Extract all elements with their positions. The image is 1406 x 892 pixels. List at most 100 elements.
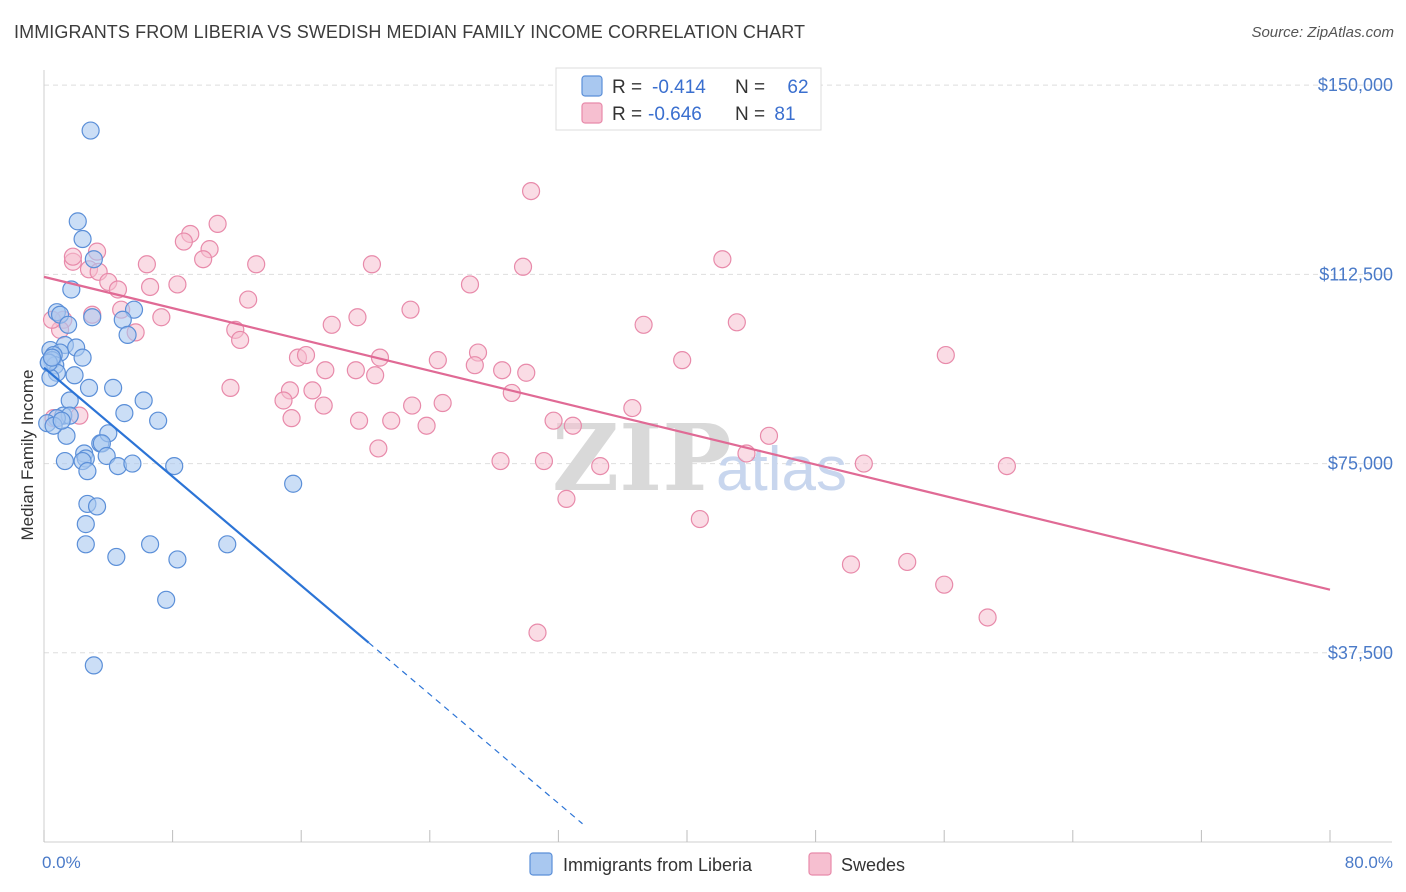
point-swedes — [713, 250, 732, 269]
trend-line-liberia — [43, 366, 370, 644]
point-swedes — [544, 411, 563, 430]
point-liberia — [168, 550, 187, 569]
legend-n-value-1: 62 — [787, 77, 808, 98]
y-tick-label-0: $37,500 — [1328, 643, 1393, 663]
point-swedes — [403, 396, 422, 415]
point-swedes — [137, 255, 156, 274]
point-liberia — [123, 454, 142, 473]
point-swedes — [366, 366, 385, 385]
point-liberia — [107, 547, 126, 567]
point-liberia — [140, 535, 160, 554]
point-swedes — [63, 247, 83, 266]
point-liberia — [78, 462, 97, 481]
point-liberia — [124, 300, 144, 319]
point-swedes — [346, 361, 365, 380]
source-credit: Source: ZipAtlas.com — [1251, 24, 1394, 41]
point-swedes — [997, 456, 1016, 476]
point-liberia — [84, 250, 103, 269]
point-swedes — [168, 275, 187, 294]
point-swedes — [382, 411, 401, 430]
point-swedes — [521, 181, 541, 201]
point-swedes — [460, 275, 480, 294]
point-swedes — [221, 378, 240, 397]
point-liberia — [79, 378, 99, 397]
point-liberia — [55, 451, 74, 471]
point-swedes — [491, 451, 510, 471]
legend-n-label-1: N = — [735, 77, 765, 98]
point-swedes — [978, 608, 997, 627]
point-swedes — [303, 381, 322, 400]
point-swedes — [898, 552, 917, 572]
point-swedes — [274, 391, 293, 410]
y-tick-label-2: $112,500 — [1319, 264, 1393, 284]
point-swedes — [428, 351, 447, 370]
point-swedes — [759, 426, 779, 445]
point-liberia — [76, 515, 95, 534]
legend-r-label-1: R = — [612, 77, 642, 98]
point-swedes — [493, 361, 512, 380]
series-swedes-points — [42, 181, 1016, 642]
legend-r-label-2: R = — [612, 104, 642, 125]
point-liberia — [65, 366, 84, 385]
y-axis-label: Median Family Income — [18, 369, 37, 540]
point-liberia — [76, 535, 95, 554]
point-swedes — [322, 315, 341, 334]
bottom-legend-swatch-liberia — [529, 852, 553, 876]
point-liberia — [165, 456, 184, 476]
axes — [43, 70, 1392, 843]
legend-r-value-1: -0.414 — [652, 77, 706, 98]
point-swedes — [348, 308, 367, 327]
point-swedes — [152, 308, 171, 327]
point-swedes — [239, 290, 258, 309]
bottom-legend-label-liberia: Immigrants from Liberia — [563, 855, 753, 875]
legend-n-label-2: N = — [735, 104, 765, 125]
point-liberia — [134, 391, 153, 410]
point-swedes — [563, 416, 582, 435]
point-swedes — [369, 439, 388, 458]
y-tick-labels: $37,500 $75,000 $112,500 $150,000 — [1318, 75, 1393, 663]
stats-legend: R = -0.414 N = 62 R = -0.646 N = 81 — [555, 67, 822, 131]
point-swedes — [465, 356, 484, 375]
point-liberia — [115, 404, 134, 423]
point-liberia — [73, 348, 92, 367]
point-swedes — [513, 257, 533, 276]
point-swedes — [727, 313, 746, 332]
point-liberia — [68, 212, 87, 231]
point-liberia — [73, 229, 92, 249]
point-swedes — [557, 489, 576, 508]
point-liberia — [97, 446, 116, 466]
grid-lines — [44, 84, 1392, 654]
legend-swatch-liberia — [581, 75, 603, 97]
point-liberia — [149, 411, 168, 430]
chart-title: IMMIGRANTS FROM LIBERIA VS SWEDISH MEDIA… — [14, 22, 806, 42]
point-liberia — [218, 535, 237, 554]
point-swedes — [247, 255, 266, 274]
point-swedes — [316, 361, 335, 380]
point-swedes — [673, 351, 692, 370]
point-swedes — [174, 232, 193, 251]
bottom-legend: Immigrants from Liberia Swedes — [529, 852, 905, 876]
point-swedes — [362, 255, 382, 274]
point-swedes — [517, 363, 536, 382]
point-swedes — [591, 456, 610, 476]
legend-swatch-swedes — [581, 102, 603, 124]
point-swedes — [314, 396, 333, 415]
y-tick-label-1: $75,000 — [1328, 454, 1393, 474]
point-liberia — [87, 497, 107, 516]
point-swedes — [841, 555, 861, 574]
trend-line-liberia-extension — [368, 642, 583, 825]
point-swedes — [417, 416, 436, 435]
series-liberia-points — [38, 121, 303, 675]
point-swedes — [349, 411, 369, 430]
x-tick-max: 80.0% — [1345, 853, 1393, 872]
point-swedes — [296, 345, 316, 365]
trend-lines — [43, 275, 1331, 825]
point-liberia — [284, 474, 303, 493]
point-swedes — [208, 214, 227, 233]
point-swedes — [140, 277, 160, 297]
y-tick-label-3: $150,000 — [1318, 75, 1393, 95]
point-swedes — [854, 454, 873, 473]
point-liberia — [81, 121, 100, 140]
point-swedes — [401, 300, 420, 319]
